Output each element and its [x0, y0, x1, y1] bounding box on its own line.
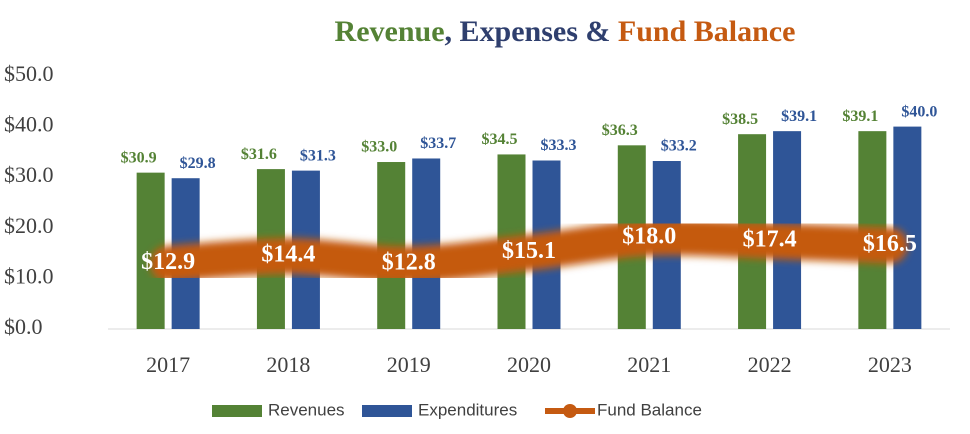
line-value-label: $14.4	[261, 242, 315, 268]
value-label: $39.1	[842, 108, 878, 125]
x-tick-label: 2023	[868, 352, 912, 377]
value-label: $30.9	[121, 149, 157, 166]
title-part: , Expenses &	[445, 15, 618, 48]
chart-title: Revenue, Expenses & Fund Balance	[335, 15, 796, 48]
x-tick-label: 2022	[748, 352, 792, 377]
line-value-label: $12.8	[382, 250, 436, 276]
line-value-label: $18.0	[622, 223, 676, 249]
legend-label: Expenditures	[418, 400, 517, 419]
legend-marker	[563, 404, 577, 418]
line-series	[150, 219, 908, 283]
x-tick-label: 2017	[146, 352, 190, 377]
y-tick-label: $30.0	[4, 162, 54, 187]
legend-label: Fund Balance	[597, 400, 702, 419]
value-label: $29.8	[180, 155, 216, 172]
value-label: $39.1	[781, 108, 817, 125]
value-label: $31.3	[300, 147, 336, 164]
line-value-label: $16.5	[863, 231, 917, 257]
value-label: $40.0	[901, 103, 937, 120]
x-tick-label: 2019	[387, 352, 431, 377]
y-tick-label: $0.0	[4, 314, 43, 339]
value-label: $31.6	[241, 146, 277, 163]
x-tick-label: 2020	[507, 352, 551, 377]
y-tick-label: $50.0	[4, 61, 54, 86]
x-tick-label: 2021	[627, 352, 671, 377]
value-label: $33.2	[661, 138, 697, 155]
value-label: $38.5	[722, 111, 758, 128]
title-part: Revenue	[335, 15, 445, 48]
line-value-label: $15.1	[502, 238, 556, 264]
value-label: $33.0	[361, 139, 397, 156]
title-part: Fund Balance	[618, 15, 796, 48]
x-tick-label: 2018	[266, 352, 310, 377]
y-tick-label: $40.0	[4, 112, 54, 137]
bar	[893, 126, 922, 329]
value-label: $33.3	[541, 137, 577, 154]
value-label: $34.5	[482, 131, 518, 148]
value-label: $36.3	[602, 122, 638, 139]
value-label: $33.7	[420, 135, 456, 152]
line-value-label: $12.9	[141, 249, 195, 275]
line-value-label: $17.4	[743, 226, 797, 252]
bar	[412, 158, 441, 329]
y-tick-label: $20.0	[4, 213, 54, 238]
legend-label: Revenues	[268, 400, 345, 419]
y-tick-label: $10.0	[4, 263, 54, 288]
legend-swatch	[362, 405, 412, 417]
legend-swatch	[212, 405, 262, 417]
